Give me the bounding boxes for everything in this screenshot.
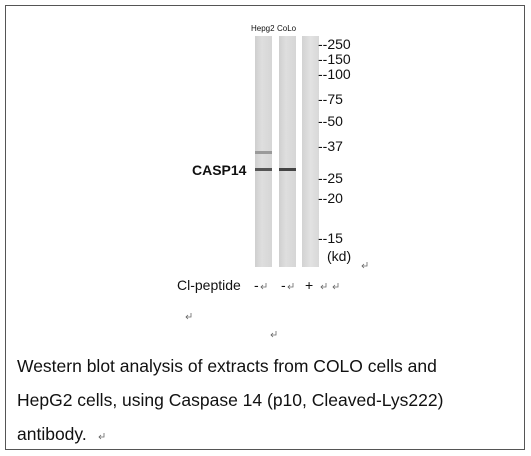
- return-mark: [98, 433, 105, 440]
- caption-line: HepG2 cells, using Caspase 14 (p10, Clea…: [17, 390, 444, 410]
- unit-label: (kd): [327, 248, 352, 264]
- band: [255, 168, 272, 171]
- frame: [5, 5, 525, 450]
- caption-line: Western blot analysis of extracts from C…: [17, 356, 437, 376]
- caption-line: antibody.: [17, 424, 87, 444]
- peptide-sign: -: [281, 277, 286, 293]
- return-mark: [260, 283, 267, 290]
- marker-label: --15: [318, 230, 343, 246]
- return-mark: [287, 283, 294, 290]
- marker-label: --150: [318, 51, 351, 67]
- return-mark: [361, 262, 368, 269]
- marker-label: --250: [318, 36, 351, 52]
- marker-label: --100: [318, 66, 351, 82]
- marker-label: --50: [318, 113, 343, 129]
- marker-label: --20: [318, 190, 343, 206]
- blot-lane: [302, 36, 319, 267]
- marker-label: --25: [318, 170, 343, 186]
- lane-label: CoLo: [277, 24, 297, 33]
- band: [279, 168, 296, 171]
- return-mark: [320, 283, 327, 290]
- return-mark: [332, 283, 339, 290]
- lane-label: Hepg2: [251, 24, 275, 33]
- blot-lane: [279, 36, 296, 267]
- marker-label: --37: [318, 138, 343, 154]
- return-mark: [185, 313, 192, 320]
- peptide-label: Cl-peptide: [177, 277, 241, 293]
- target-label: CASP14: [192, 162, 247, 178]
- return-mark: [270, 331, 277, 338]
- blot-lane: [255, 36, 272, 267]
- peptide-sign: -: [254, 277, 259, 293]
- marker-label: --75: [318, 91, 343, 107]
- peptide-sign: +: [305, 277, 314, 293]
- band: [255, 151, 272, 154]
